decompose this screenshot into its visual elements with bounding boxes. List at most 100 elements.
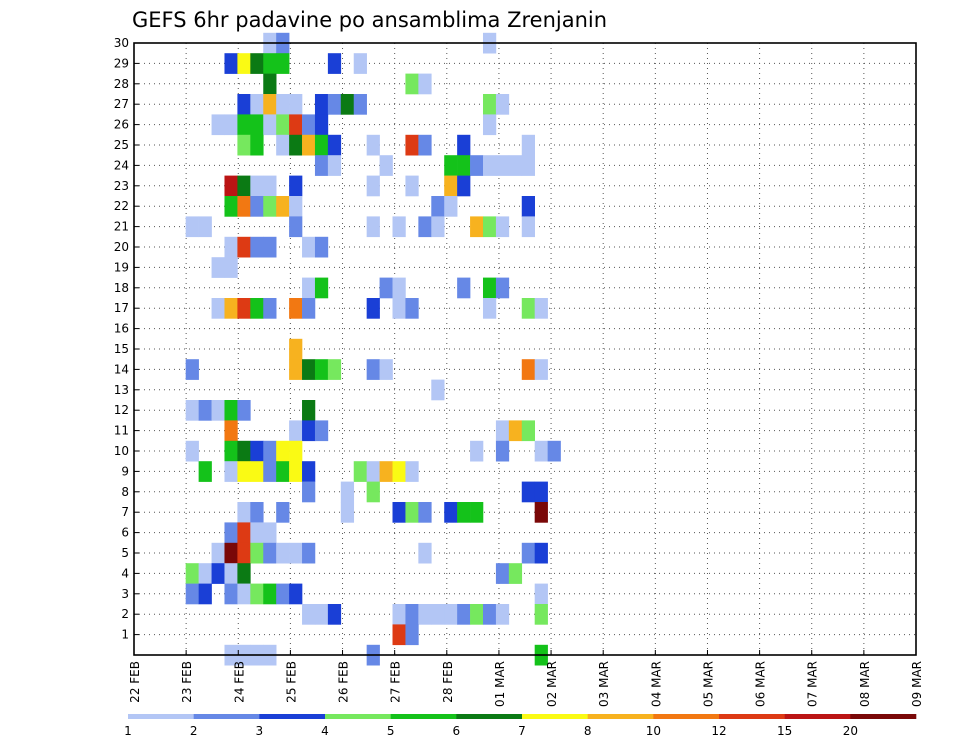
x-tick-label: 02 MAR [545,661,559,707]
precip-cell-member-26 [237,114,251,136]
precip-cell-member-20 [250,236,264,258]
precip-cell-member-21 [198,216,212,238]
precip-cell-member-23 [405,175,419,197]
x-tick-label: 25 FEB [284,661,298,703]
precip-cell-member-26 [289,114,303,136]
precip-cell-member-11 [224,420,238,442]
colorbar-label: 7 [518,724,526,738]
precip-cell-member-26 [482,114,497,136]
colorbar-label: 20 [843,724,858,738]
x-tick-label: 05 MAR [701,661,715,707]
precip-cell-member-9 [276,461,290,482]
precip-cell-member-22 [276,196,290,217]
precip-cell-member-17 [405,298,419,319]
y-tick-label: 17 [114,301,129,315]
precip-cell-member-5 [250,542,264,564]
precip-cell-member-23 [289,175,303,197]
precip-cell-member-10 [289,440,303,462]
precip-cell-member-6 [250,522,264,544]
y-tick-label: 1 [121,628,129,642]
precip-cell-member-1 [405,624,419,646]
precip-cell-member-18 [495,277,510,299]
x-tick-label: 28 FEB [441,661,455,703]
precip-cell-member-14 [314,359,329,380]
precip-cell-member-14 [302,359,316,380]
precip-cell-member-12 [302,400,316,421]
precip-cell-member-17 [392,298,406,319]
x-tick-label: 27 FEB [389,661,403,703]
precip-cell-member-6 [263,522,277,544]
precip-cell-member-10 [470,440,484,462]
precip-cell-member-26 [263,114,277,136]
precip-cell-member-11 [314,420,329,442]
y-tick-label: 28 [114,77,129,91]
precip-cell-member-2 [444,604,458,625]
precip-cell-member-5 [418,542,432,564]
x-tick-label: 22 FEB [128,661,142,703]
precip-cell-member-29 [276,53,290,74]
y-tick-label: 24 [114,158,129,172]
y-tick-label: 8 [121,485,129,499]
x-tick-label: 09 MAR [910,661,924,707]
precip-cell-member-3 [224,583,238,605]
x-tick-label: 26 FEB [337,661,351,703]
precip-cell-member-27 [250,94,264,115]
precip-cell-member-3 [289,583,303,605]
precip-cell-member-24 [470,155,484,176]
precip-cell-member-25 [250,134,264,156]
precip-cell-member-27 [353,94,367,115]
precip-cell-member-22 [237,196,251,217]
precip-cell-member-14 [366,359,380,380]
precip-cell-member-28 [263,73,277,95]
precip-cell-member-20 [263,236,277,258]
precip-cell-member-29 [237,53,251,74]
precip-cell-member-29 [224,53,238,74]
precip-cell-member-19 [211,257,225,278]
precip-cell-member-11 [495,420,510,442]
precip-cell-member-22 [224,196,238,217]
y-tick-label: 16 [114,322,129,336]
y-tick-label: 9 [121,464,129,478]
x-tick-label: 01 MAR [493,661,507,707]
precip-cell-member-10 [263,440,277,462]
precip-cell-member-3 [198,583,212,605]
precip-cell-member-21 [521,216,535,238]
precip-cell-member-14 [185,359,199,380]
precip-cell-member-22 [250,196,264,217]
y-tick-label: 13 [114,383,129,397]
x-tick-label: 07 MAR [806,661,820,707]
precip-cell-member-2 [470,604,484,625]
precip-cell-member-11 [302,420,316,442]
precip-cell-member-29 [263,53,277,74]
precip-cell-member-17 [250,298,264,319]
precip-cell-member-9 [250,461,264,482]
precip-cell-member-24 [314,155,329,176]
colorbar-swatch [128,714,194,719]
precip-cell-member-2 [418,604,432,625]
precip-cell-member-8 [534,481,548,503]
precip-cell-member-23 [457,175,471,197]
precip-cell-member-21 [495,216,510,238]
colorbar-swatch [522,714,588,719]
y-tick-label: 30 [114,36,129,50]
precip-cell-member-20 [314,236,329,258]
precip-cell-member-8 [366,481,380,503]
x-tick-label: 06 MAR [754,661,768,707]
precip-cell-member-2 [495,604,510,625]
y-tick-label: 22 [114,199,129,213]
precip-cell-member-6 [237,522,251,544]
precip-cell-member-10 [276,440,290,462]
precip-cell-member-10 [547,440,561,462]
precip-cell-member-29 [250,53,264,74]
precip-cell-member-24 [508,155,523,176]
precip-cell-member-10 [250,440,264,462]
precip-cell-member-21 [289,216,303,238]
precip-cell-member-2 [534,604,548,625]
precip-cell-member-18 [379,277,393,299]
precip-cell-member-12 [185,400,199,421]
y-axis: 1234567891011121314151617181920212223242… [114,36,139,642]
precip-cell-member-15 [289,338,303,360]
colorbar-label: 8 [584,724,592,738]
precip-cell-member-23 [366,175,380,197]
precip-cell-member-12 [211,400,225,421]
